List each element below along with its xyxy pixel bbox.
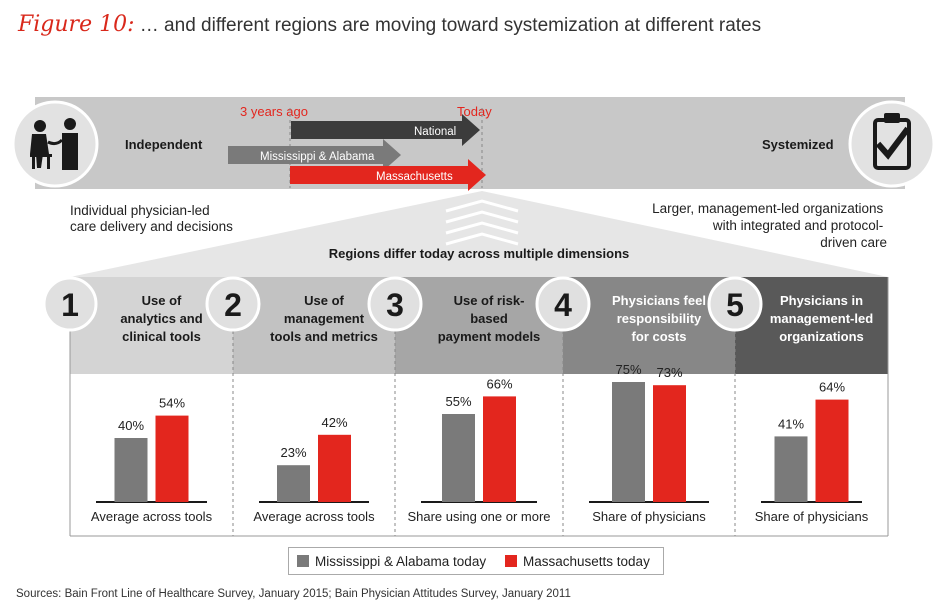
national-arrow xyxy=(291,114,480,146)
panel-xlabel: Average across tools xyxy=(253,509,375,524)
legend-swatch-gray xyxy=(297,555,309,567)
panel-4: Physicians feel responsibility for costs 75… xyxy=(563,277,735,524)
bar-mississippi-alabama xyxy=(114,438,148,502)
panel-5: Physicians in management-led organizations… xyxy=(735,277,888,524)
panel-xlabel: Average across tools xyxy=(91,509,213,524)
systemized-label: Systemized xyxy=(762,137,834,152)
bar-value-label: 54% xyxy=(159,396,185,411)
sources-note: Sources: Bain Front Line of Healthcare S… xyxy=(16,588,571,600)
bar-value-label: 40% xyxy=(118,418,144,433)
panel-number: 4 xyxy=(554,287,572,323)
funnel-chevron xyxy=(445,221,519,235)
panel-xlabel: Share using one or more xyxy=(407,509,550,524)
panel-header-background xyxy=(735,277,888,374)
legend-item-massachusetts: Massachusetts today xyxy=(505,554,650,569)
panel-title: Use of risk-based payment models xyxy=(438,293,541,344)
bar-value-label: 55% xyxy=(445,394,471,409)
doctor-patient-icon xyxy=(30,118,78,170)
funnel-chevron xyxy=(445,210,519,224)
panel-header-background xyxy=(395,277,563,374)
panel-title: Physicians in management-led organizations xyxy=(770,293,873,344)
funnel-chevron xyxy=(445,232,519,246)
bar-value-label: 66% xyxy=(486,376,512,391)
legend-item-mississippi-alabama: Mississippi & Alabama today xyxy=(297,554,486,569)
figure-title-text: … and different regions are moving towar… xyxy=(139,15,762,36)
bar-mississippi-alabama xyxy=(442,414,475,502)
bar-mississippi-alabama xyxy=(277,465,310,502)
bar-value-label: 42% xyxy=(321,415,347,430)
legend: Mississippi & Alabama today Massachusett… xyxy=(288,547,664,575)
panel-xlabel: Share of physicians xyxy=(755,509,869,524)
funnel-chevrons xyxy=(445,199,519,246)
bar-massachusetts xyxy=(483,396,516,502)
bar-mississippi-alabama xyxy=(774,436,808,502)
mississippi-alabama-arrow-label: Mississippi & Alabama xyxy=(260,151,375,163)
panel-2: Use of management tools and metrics 23% 42% A… xyxy=(233,277,395,524)
legend-label: Mississippi & Alabama today xyxy=(315,554,487,569)
panel-number: 2 xyxy=(224,287,242,323)
bar-value-label: 23% xyxy=(280,445,306,460)
panel-number-circle xyxy=(367,276,423,332)
panel-title: Use of analytics and clinical tools xyxy=(120,293,202,344)
clipboard-check-icon xyxy=(873,113,911,170)
independent-label: Independent xyxy=(125,137,203,152)
figure-title: Figure 10: … and different regions are m… xyxy=(18,12,761,37)
bar-massachusetts xyxy=(653,385,686,502)
panel-number-circle xyxy=(205,276,261,332)
national-arrow-label: National xyxy=(414,126,456,138)
bar-massachusetts xyxy=(155,415,189,502)
panel-header-background xyxy=(233,277,395,374)
panel-number-circle xyxy=(42,276,98,332)
left-description: Individual physician-led care delivery a… xyxy=(70,203,233,234)
panel-number: 1 xyxy=(61,287,79,323)
bar-value-label: 64% xyxy=(819,380,845,395)
time-end-label: Today xyxy=(457,104,492,119)
figure-label: Figure 10: xyxy=(18,12,135,37)
dimension-panels: Use of analytics and clinical tools 40% 54% A… xyxy=(42,276,889,537)
right-description: Larger, management-led organizations wit… xyxy=(652,201,887,250)
panel-title: Use of management tools and metrics xyxy=(270,293,378,344)
panel-number: 5 xyxy=(726,287,744,323)
panel-number-circle xyxy=(707,276,763,332)
bar-massachusetts xyxy=(318,434,351,502)
time-start-label: 3 years ago xyxy=(240,104,308,119)
panel-number: 3 xyxy=(386,287,404,323)
massachusetts-arrow xyxy=(290,159,486,191)
panel-1: Use of analytics and clinical tools 40% 54% A… xyxy=(70,277,233,524)
panel-3: Use of risk-based payment models 55% 66% Sha… xyxy=(395,277,563,524)
bar-mississippi-alabama xyxy=(612,382,645,502)
bar-value-label: 73% xyxy=(656,365,682,380)
panel-number-circle xyxy=(535,276,591,332)
panel-header-background xyxy=(70,277,233,374)
legend-label: Massachusetts today xyxy=(523,554,650,569)
subheading: Regions differ today across multiple dim… xyxy=(329,246,630,261)
mississippi-alabama-arrow xyxy=(228,139,401,171)
funnel-chevron xyxy=(445,199,519,213)
panel-header-background xyxy=(563,277,735,374)
bar-value-label: 75% xyxy=(615,362,641,377)
bar-massachusetts xyxy=(815,399,849,502)
legend-swatch-red xyxy=(505,555,517,567)
panel-xlabel: Share of physicians xyxy=(592,509,706,524)
clipboard-circle xyxy=(848,100,936,188)
bar-value-label: 41% xyxy=(778,416,804,431)
panel-title: Physicians feel responsibility for costs xyxy=(612,293,706,344)
massachusetts-arrow-label: Massachusetts xyxy=(376,171,453,183)
